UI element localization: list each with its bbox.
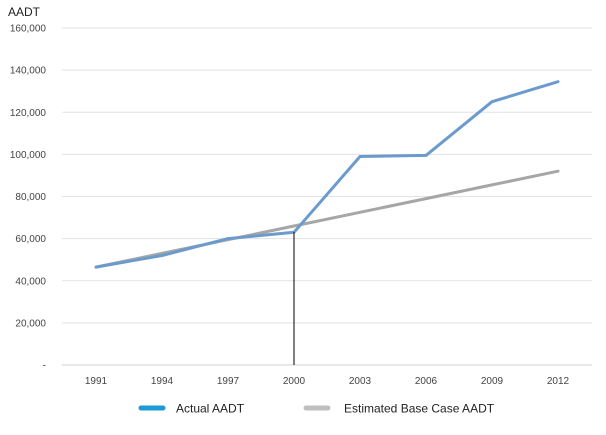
x-tick-label: 2012 bbox=[547, 376, 570, 387]
x-tick-label: 1997 bbox=[217, 376, 240, 387]
y-tick-label: 40,000 bbox=[15, 276, 46, 287]
x-tick-label: 2003 bbox=[349, 376, 372, 387]
x-tick-label: 1994 bbox=[151, 376, 174, 387]
series-line-estimated-base-case-aadt bbox=[94, 169, 560, 269]
y-tick-label: 100,000 bbox=[10, 150, 47, 161]
x-tick-label: 2000 bbox=[283, 376, 306, 387]
x-axis-ticks: 1991 1994 1997 2000 2003 2006 2009 2012 bbox=[85, 376, 570, 387]
y-axis-title: AADT bbox=[8, 5, 41, 19]
y-tick-label: 20,000 bbox=[15, 318, 46, 329]
y-tick-label: 80,000 bbox=[15, 192, 46, 203]
series-line-actual-aadt bbox=[94, 80, 560, 269]
y-tick-label: 120,000 bbox=[10, 108, 47, 119]
series-lines bbox=[94, 80, 560, 269]
legend-label: Actual AADT bbox=[176, 402, 245, 416]
y-tick-label: 60,000 bbox=[15, 234, 46, 245]
y-tick-label: - bbox=[43, 361, 46, 372]
legend-label: Estimated Base Case AADT bbox=[344, 402, 495, 416]
legend: Actual AADT Estimated Base Case AADT bbox=[138, 402, 495, 416]
x-tick-label: 1991 bbox=[85, 376, 108, 387]
y-tick-label: 140,000 bbox=[10, 66, 47, 77]
y-axis-ticks: - 20,000 40,000 60,000 80,000 100,000 120,000 1… bbox=[10, 24, 47, 372]
y-tick-label: 160,000 bbox=[10, 24, 47, 35]
x-tick-label: 2009 bbox=[481, 376, 504, 387]
x-tick-label: 2006 bbox=[415, 376, 438, 387]
